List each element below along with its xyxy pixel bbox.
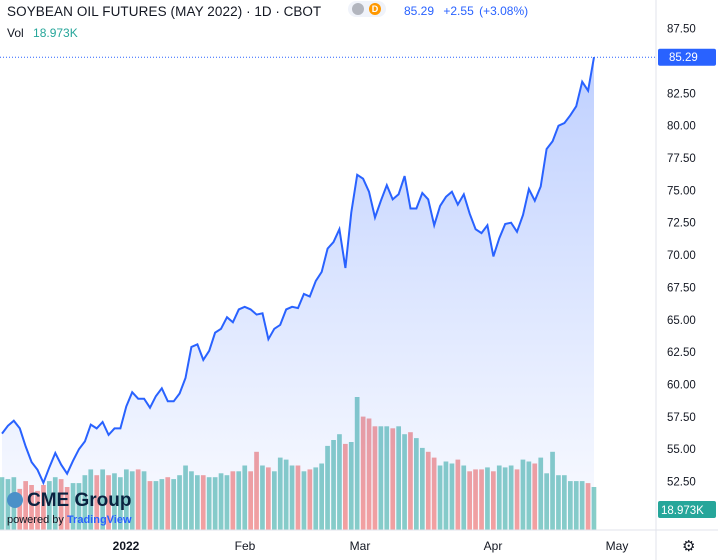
header-separator: ·: [246, 4, 255, 19]
last-price-badge: [658, 48, 716, 66]
volume-legend-label: Vol: [7, 26, 24, 40]
price-change: +2.55: [443, 4, 474, 18]
price-tick-label: 60.00: [667, 379, 696, 391]
gear-icon[interactable]: ⚙: [682, 538, 696, 555]
time-tick-label: Mar: [350, 539, 371, 553]
cme-globe-icon: [7, 492, 23, 508]
price-tick-label: 57.50: [667, 412, 696, 424]
price-tick-label: 52.50: [667, 477, 696, 489]
price-axis[interactable]: 87.50 82.50 80.00 77.50 75.00 72.50 70.00 67.50…: [667, 24, 696, 521]
status-dot-icon: [352, 3, 364, 15]
price-tick-label: 55.00: [667, 444, 696, 456]
price-tick-label: 62.50: [667, 347, 696, 359]
market-status-toggle[interactable]: D: [348, 1, 386, 17]
volume-badge-text: 18.973K: [661, 505, 704, 517]
price-tick-label: 75.00: [667, 185, 696, 197]
header-separator: ·: [275, 4, 284, 19]
powered-by-tradingview[interactable]: powered by TradingView: [7, 514, 132, 526]
time-axis[interactable]: 2022 Feb Mar Apr May: [113, 539, 629, 553]
price-tick-label: 70.00: [667, 250, 696, 262]
price-tick-label: 67.50: [667, 282, 696, 294]
volume-badge: [658, 501, 716, 518]
last-price: 85.29: [404, 4, 435, 18]
tradingview-text: TradingView: [66, 514, 132, 526]
symbol-title: SOYBEAN OIL FUTURES (MAY 2022): [7, 4, 243, 19]
last-price-badge-text: 85.29: [669, 52, 698, 64]
symbol-header[interactable]: SOYBEAN OIL FUTURES (MAY 2022) · 1D · CB…: [7, 4, 321, 19]
price-tick-label: 77.50: [667, 153, 696, 165]
price-tick-label: 72.50: [667, 218, 696, 230]
volume-value-label: 18.973K: [658, 501, 716, 518]
price-tick-label: 87.50: [667, 24, 696, 36]
price-tick-label: 80.00: [667, 121, 696, 133]
price-area-fill: [2, 57, 594, 530]
volume-legend-value: 18.973K: [33, 26, 78, 40]
time-tick-label: 2022: [113, 539, 140, 553]
price-tick-label: 82.50: [667, 88, 696, 100]
powered-by-text: powered by: [7, 514, 64, 526]
time-tick-label: May: [606, 539, 629, 553]
volume-legend[interactable]: Vol 18.973K: [7, 26, 78, 40]
last-price-label: 85.29: [658, 48, 716, 66]
time-tick-label: Feb: [235, 539, 256, 553]
price-line: [1, 57, 595, 486]
price-change-percent: (+3.08%): [479, 4, 529, 18]
price-quote: 85.29 +2.55 (+3.08%): [404, 4, 528, 18]
exchange-label: CBOT: [283, 4, 322, 19]
interval-label[interactable]: 1D: [254, 4, 272, 19]
delayed-data-badge: D: [369, 3, 381, 15]
time-tick-label: Apr: [484, 539, 503, 553]
price-tick-label: 65.00: [667, 315, 696, 327]
cme-group-text: CME Group: [27, 490, 132, 511]
